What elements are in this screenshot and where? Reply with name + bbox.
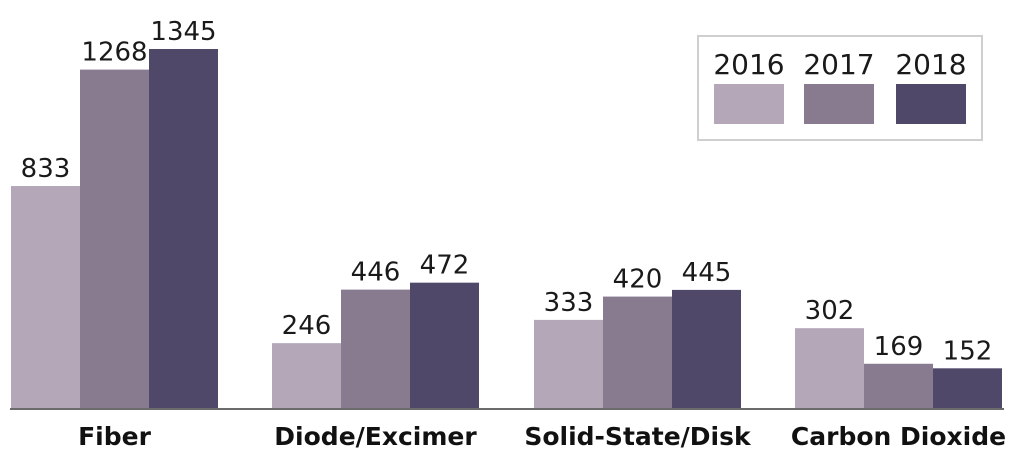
bar-diode-excimer-2016 xyxy=(272,343,341,409)
legend-label-2016: 2016 xyxy=(713,48,784,81)
category-label-fiber: Fiber xyxy=(78,422,151,451)
legend-swatch-2017 xyxy=(804,84,874,124)
bars-group xyxy=(11,49,1002,409)
data-label-fiber-2018: 1345 xyxy=(150,17,216,47)
data-label-carbon-dioxide-2016: 302 xyxy=(805,296,855,326)
data-label-diode-excimer-2018: 472 xyxy=(420,251,470,281)
data-label-diode-excimer-2016: 246 xyxy=(282,311,332,341)
bar-carbon-dioxide-2017 xyxy=(864,363,933,409)
legend: 2016 2017 2018 xyxy=(697,35,983,141)
bar-fiber-2017 xyxy=(80,69,149,409)
data-label-solid-state-disk-2016: 333 xyxy=(544,288,594,318)
bar-diode-excimer-2018 xyxy=(410,282,479,409)
bar-solid-state-disk-2017 xyxy=(603,296,672,409)
bar-fiber-2018 xyxy=(149,49,218,409)
data-label-fiber-2017: 1268 xyxy=(81,38,147,68)
data-label-fiber-2016: 833 xyxy=(21,154,71,184)
legend-label-2017: 2017 xyxy=(803,48,874,81)
legend-swatch-2018 xyxy=(896,84,966,124)
bar-carbon-dioxide-2018 xyxy=(933,368,1002,409)
legend-swatch-2016 xyxy=(714,84,784,124)
bar-solid-state-disk-2016 xyxy=(534,319,603,409)
legend-label-2018: 2018 xyxy=(895,48,966,81)
data-label-carbon-dioxide-2018: 152 xyxy=(943,336,993,366)
category-labels-group: Fiber Diode/Excimer Solid-State/Disk Carbon… xyxy=(78,422,1006,451)
category-label-carbon-dioxide: Carbon Dioxide xyxy=(791,422,1006,451)
category-label-solid-state-disk: Solid-State/Disk xyxy=(524,422,752,451)
category-label-diode-excimer: Diode/Excimer xyxy=(274,422,477,451)
data-label-carbon-dioxide-2017: 169 xyxy=(874,332,924,362)
data-label-solid-state-disk-2018: 445 xyxy=(682,258,732,288)
data-label-solid-state-disk-2017: 420 xyxy=(613,265,663,295)
bar-carbon-dioxide-2016 xyxy=(795,328,864,409)
bar-diode-excimer-2017 xyxy=(341,289,410,409)
bar-fiber-2016 xyxy=(11,186,80,409)
data-label-diode-excimer-2017: 446 xyxy=(351,258,401,288)
bar-solid-state-disk-2018 xyxy=(672,289,741,409)
